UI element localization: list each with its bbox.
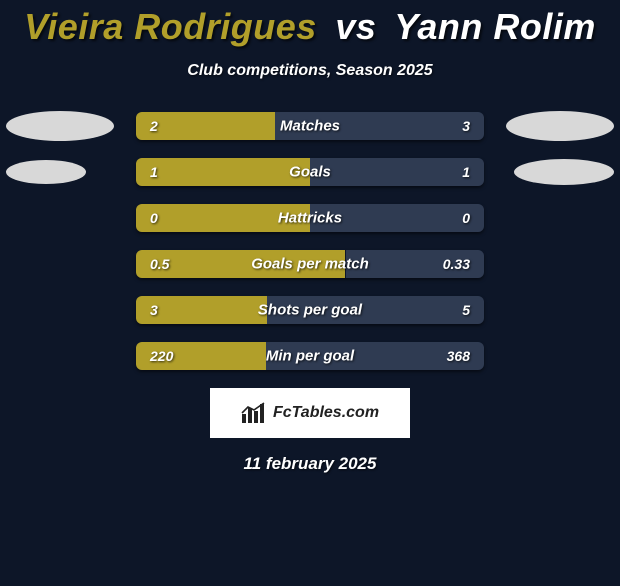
player1-bar	[136, 112, 275, 140]
player1-name: Vieira Rodrigues	[24, 6, 317, 47]
player1-bar	[136, 158, 310, 186]
player2-bar	[310, 158, 484, 186]
stat-row: Min per goal220368	[0, 342, 620, 370]
stat-row: Matches23	[0, 112, 620, 140]
stat-row: Goals11	[0, 158, 620, 186]
stat-bar: Shots per goal35	[136, 296, 484, 324]
subtitle: Club competitions, Season 2025	[0, 62, 620, 80]
date-label: 11 february 2025	[0, 454, 620, 474]
player1-bar	[136, 342, 266, 370]
source-logo: FcTables.com	[210, 388, 410, 438]
stat-row: Goals per match0.50.33	[0, 250, 620, 278]
stat-bar: Min per goal220368	[136, 342, 484, 370]
player2-bar	[346, 250, 485, 278]
logo-text: FcTables.com	[273, 404, 379, 422]
player2-ellipse	[506, 111, 614, 141]
comparison-title: Vieira Rodrigues vs Yann Rolim	[0, 6, 620, 48]
stats-chart: Matches23 Goals11 Hattricks00 Goals per mat…	[0, 112, 620, 370]
stat-bar: Hattricks00	[136, 204, 484, 232]
player2-ellipse	[514, 159, 614, 185]
player2-bar	[275, 112, 484, 140]
player1-ellipse	[6, 111, 114, 141]
player1-bar	[136, 250, 345, 278]
vs-text: vs	[335, 6, 376, 47]
player1-bar	[136, 296, 267, 324]
stat-bar: Matches23	[136, 112, 484, 140]
stat-bar: Goals11	[136, 158, 484, 186]
player2-bar	[266, 342, 484, 370]
player1-bar	[136, 204, 310, 232]
stat-bar: Goals per match0.50.33	[136, 250, 484, 278]
bar-chart-icon	[241, 402, 267, 424]
player1-ellipse	[6, 160, 86, 184]
stat-row: Shots per goal35	[0, 296, 620, 324]
player2-name: Yann Rolim	[394, 6, 596, 47]
player2-bar	[310, 204, 484, 232]
player2-bar	[267, 296, 485, 324]
stat-row: Hattricks00	[0, 204, 620, 232]
